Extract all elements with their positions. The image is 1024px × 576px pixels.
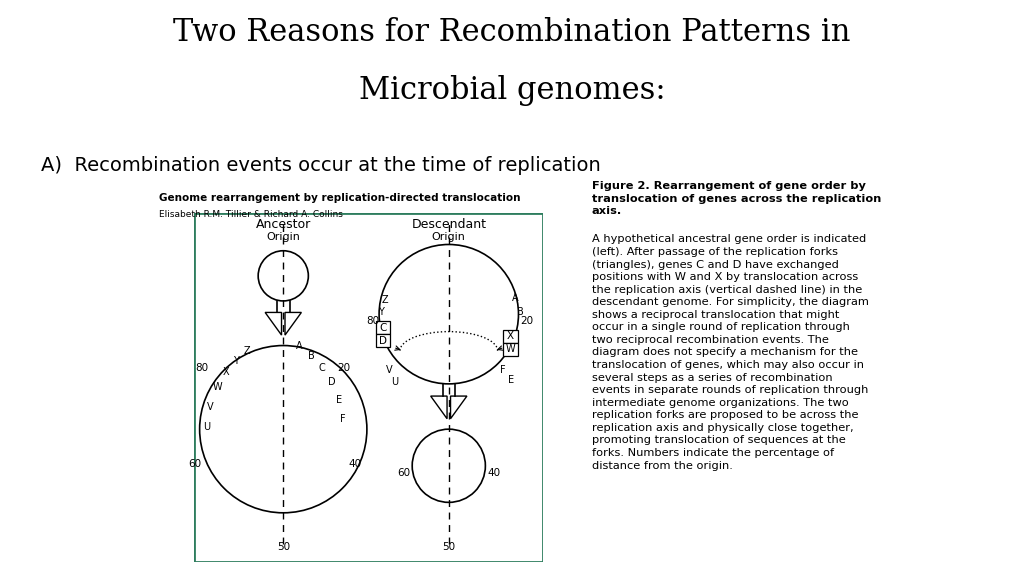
Text: 60: 60 [188, 459, 202, 469]
Text: W: W [506, 344, 515, 354]
Text: Descendant: Descendant [412, 218, 486, 232]
Text: D: D [328, 377, 335, 387]
FancyBboxPatch shape [376, 335, 390, 347]
FancyBboxPatch shape [503, 330, 518, 343]
Text: E: E [336, 395, 342, 404]
FancyBboxPatch shape [503, 343, 518, 355]
Text: 20: 20 [520, 316, 534, 326]
FancyBboxPatch shape [376, 321, 390, 334]
Text: 20: 20 [337, 363, 350, 373]
Text: A: A [296, 340, 302, 351]
Text: B: B [308, 351, 315, 361]
Text: X: X [222, 367, 229, 377]
Text: 60: 60 [397, 468, 411, 478]
Text: F: F [500, 365, 506, 375]
Text: B: B [517, 308, 523, 317]
Text: 80: 80 [366, 316, 379, 326]
Text: A)  Recombination events occur at the time of replication: A) Recombination events occur at the tim… [41, 156, 601, 175]
Text: Y: Y [378, 308, 384, 317]
Text: Figure 2. Rearrangement of gene order by
translocation of genes across the repli: Figure 2. Rearrangement of gene order by… [592, 181, 882, 216]
Text: Elisabeth R.M. Tillier & Richard A. Collins: Elisabeth R.M. Tillier & Richard A. Coll… [159, 210, 343, 219]
Text: 80: 80 [196, 363, 208, 373]
Polygon shape [265, 312, 282, 335]
Text: D: D [379, 336, 387, 346]
Polygon shape [285, 312, 301, 335]
Text: Z: Z [382, 295, 389, 305]
Text: Ancestor: Ancestor [256, 218, 311, 232]
Text: 50: 50 [276, 543, 290, 552]
Polygon shape [431, 396, 447, 419]
Text: 40: 40 [487, 468, 501, 478]
Text: E: E [508, 376, 514, 385]
Text: 40: 40 [348, 459, 361, 469]
Text: C: C [379, 323, 387, 333]
Text: Origin: Origin [266, 232, 300, 242]
Text: A hypothetical ancestral gene order is indicated
(left). After passage of the re: A hypothetical ancestral gene order is i… [592, 234, 868, 471]
Text: U: U [203, 422, 210, 433]
Text: Y: Y [233, 356, 240, 366]
Text: Genome rearrangement by replication-directed translocation: Genome rearrangement by replication-dire… [159, 193, 520, 203]
Text: V: V [386, 365, 392, 375]
Text: C: C [318, 363, 326, 373]
Text: 50: 50 [442, 543, 456, 552]
Text: Microbial genomes:: Microbial genomes: [358, 75, 666, 106]
Text: Z: Z [244, 346, 250, 356]
Text: F: F [340, 414, 346, 424]
Text: W: W [212, 382, 222, 392]
Text: A: A [512, 294, 518, 304]
Polygon shape [451, 396, 467, 419]
Text: V: V [207, 401, 213, 411]
Text: U: U [391, 377, 398, 387]
Text: Two Reasons for Recombination Patterns in: Two Reasons for Recombination Patterns i… [173, 17, 851, 48]
Text: Origin: Origin [432, 232, 466, 242]
Text: X: X [507, 331, 514, 342]
